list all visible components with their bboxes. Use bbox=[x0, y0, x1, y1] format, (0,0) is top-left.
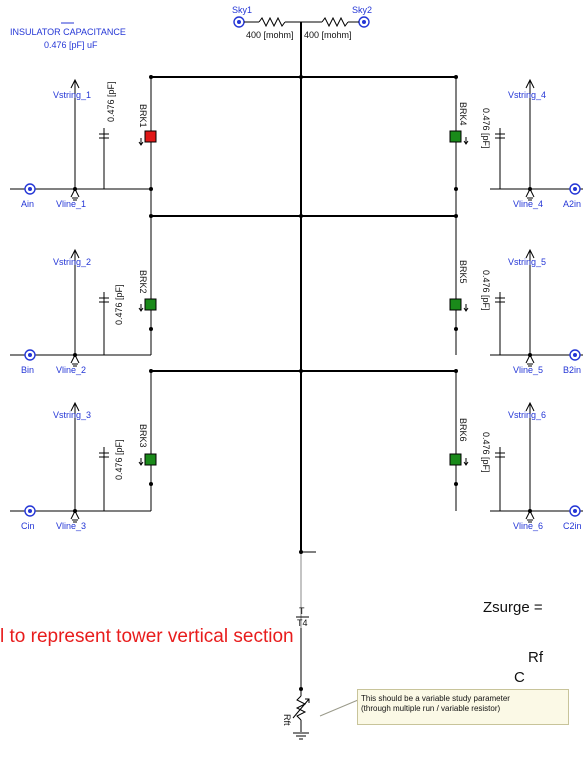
tower-ground-icon bbox=[293, 732, 309, 740]
cap1-label: 0.476 [pF] bbox=[106, 81, 116, 122]
tower-t-label: T bbox=[299, 606, 305, 616]
rf-label: Rf bbox=[528, 649, 544, 666]
cap5-label: 0.476 [pF] bbox=[481, 270, 491, 311]
brk5-label: BRK5 bbox=[458, 260, 468, 284]
sky1-label: Sky1 bbox=[232, 5, 252, 15]
vstring3-meter-icon bbox=[70, 401, 80, 412]
brk6-label: BRK6 bbox=[458, 418, 468, 442]
b2in-label: B2in bbox=[563, 365, 581, 375]
left-branch-3: BRK3 Vstring_3 Cin Vline_3 0.476 [pF] bbox=[10, 371, 157, 531]
rft-variable-resistor-icon[interactable] bbox=[292, 695, 310, 721]
crossarms bbox=[149, 75, 458, 373]
sky2-node-icon[interactable] bbox=[358, 16, 370, 28]
vline4-meter-icon bbox=[525, 187, 535, 198]
c2in-node-icon[interactable] bbox=[569, 505, 581, 517]
sky2-label: Sky2 bbox=[352, 5, 372, 15]
vstring6-label: Vstring_6 bbox=[508, 410, 546, 420]
vline1-label: Vline_1 bbox=[56, 199, 86, 209]
sky2-resistor-icon bbox=[321, 16, 349, 28]
brk6-breaker-icon[interactable] bbox=[449, 453, 462, 466]
cap4-label: 0.476 [pF] bbox=[481, 108, 491, 149]
b2in-node-icon[interactable] bbox=[569, 349, 581, 361]
tooltip-line-1: This should be a variable study paramete… bbox=[361, 694, 510, 703]
cap3-label: 0.476 [pF] bbox=[114, 439, 124, 480]
vline3-meter-icon bbox=[70, 509, 80, 520]
a2in-label: A2in bbox=[563, 199, 581, 209]
vline6-label: Vline_6 bbox=[513, 521, 543, 531]
ain-node-icon[interactable] bbox=[24, 183, 36, 195]
ground-stubs bbox=[72, 197, 533, 523]
right-branch-5: BRK5 Vstring_5 B2in Vline_5 0.476 [pF] bbox=[449, 216, 583, 375]
right-branch-4: BRK4 Vstring_4 A2in Vline_4 0.476 [pF] bbox=[449, 77, 583, 214]
vstring3-label: Vstring_3 bbox=[53, 410, 91, 420]
brk4-breaker-icon[interactable] bbox=[449, 130, 462, 143]
tooltip-pointer bbox=[319, 699, 359, 717]
vstring1-meter-icon bbox=[70, 78, 80, 89]
brk4-label: BRK4 bbox=[458, 102, 468, 126]
vstring5-meter-icon bbox=[525, 248, 535, 259]
sky1-node-icon[interactable] bbox=[233, 16, 245, 28]
vline3-label: Vline_3 bbox=[56, 521, 86, 531]
vline5-meter-icon bbox=[525, 353, 535, 364]
study-parameter-tooltip[interactable]: This should be a variable study paramete… bbox=[357, 689, 569, 725]
tower-section-note: l to represent tower vertical section bbox=[0, 626, 294, 647]
cap6-label: 0.476 [pF] bbox=[481, 432, 491, 473]
brk2-label: BRK2 bbox=[138, 270, 148, 294]
vstring4-meter-icon bbox=[525, 78, 535, 89]
ain-label: Ain bbox=[21, 199, 34, 209]
vline2-label: Vline_2 bbox=[56, 365, 86, 375]
zsurge-label: Zsurge = bbox=[483, 599, 543, 616]
brk1-label: BRK1 bbox=[138, 104, 148, 128]
sky1-resistor-icon bbox=[258, 16, 286, 28]
header-capacitance-value: 0.476 [pF] uF bbox=[44, 40, 98, 50]
a2in-node-icon[interactable] bbox=[569, 183, 581, 195]
tower-t4-label: T4 bbox=[297, 618, 308, 628]
vstring6-meter-icon bbox=[525, 401, 535, 412]
vline6-meter-icon bbox=[525, 509, 535, 520]
brk2-breaker-icon[interactable] bbox=[144, 298, 157, 311]
sky1-resistance-label: 400 [mohm] bbox=[246, 30, 294, 40]
cin-label: Cin bbox=[21, 521, 35, 531]
brk1-breaker-icon[interactable] bbox=[144, 130, 157, 143]
c-label: C bbox=[514, 669, 525, 686]
cap2-label: 0.476 [pF] bbox=[114, 284, 124, 325]
vline4-label: Vline_4 bbox=[513, 199, 543, 209]
brk3-breaker-icon[interactable] bbox=[144, 453, 157, 466]
brk3-label: BRK3 bbox=[138, 424, 148, 448]
bin-node-icon[interactable] bbox=[24, 349, 36, 361]
vline2-meter-icon bbox=[70, 353, 80, 364]
left-branch-1: BRK1 Vstring_1 Ain Vline_1 0.476 [pF] bbox=[10, 77, 157, 214]
vstring4-label: Vstring_4 bbox=[508, 90, 546, 100]
vstring1-label: Vstring_1 bbox=[53, 90, 91, 100]
bin-label: Bin bbox=[21, 365, 34, 375]
sky-wire-group: Sky1 Sky2 400 [mohm] 400 [mohm] bbox=[232, 5, 372, 40]
vstring2-meter-icon bbox=[70, 248, 80, 259]
left-branch-2: BRK2 Vstring_2 Bin Vline_2 0.476 [pF] bbox=[10, 216, 157, 375]
c2in-label: C2in bbox=[563, 521, 582, 531]
right-branch-6: BRK6 Vstring_6 C2in Vline_6 0.476 [pF] bbox=[449, 371, 583, 531]
vline5-label: Vline_5 bbox=[513, 365, 543, 375]
vstring2-label: Vstring_2 bbox=[53, 257, 91, 267]
cin-node-icon[interactable] bbox=[24, 505, 36, 517]
vstring5-label: Vstring_5 bbox=[508, 257, 546, 267]
header-title: INSULATOR CAPACITANCE bbox=[10, 27, 126, 37]
tooltip-line-2: (through multiple run / variable resisto… bbox=[361, 704, 501, 713]
rft-label: Rft bbox=[282, 714, 292, 726]
vline1-meter-icon bbox=[70, 187, 80, 198]
brk5-breaker-icon[interactable] bbox=[449, 298, 462, 311]
sky2-resistance-label: 400 [mohm] bbox=[304, 30, 352, 40]
